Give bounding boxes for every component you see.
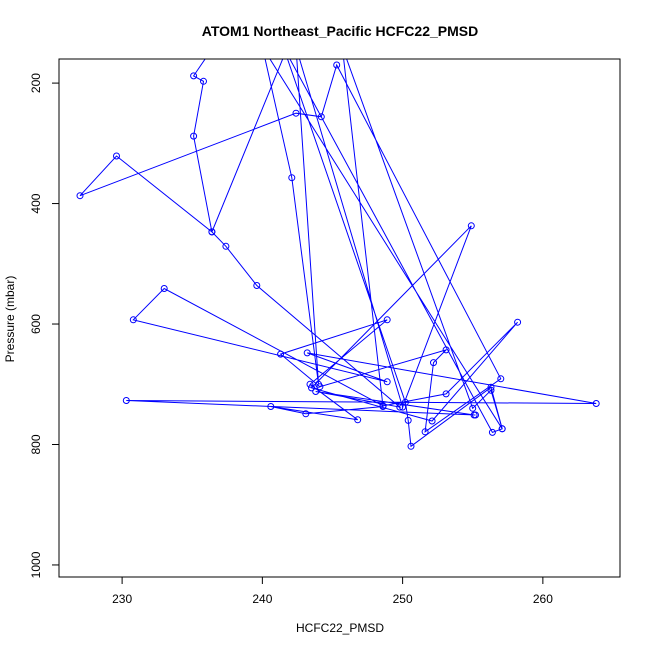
- y-axis-label: Pressure (mbar): [3, 276, 17, 363]
- data-point: [470, 411, 478, 419]
- y-axis: 200 400 600 800 1000: [29, 73, 59, 578]
- data-point: [302, 410, 310, 418]
- data-point: [428, 417, 436, 425]
- x-tick-label: 230: [112, 592, 132, 606]
- data-point: [308, 384, 315, 392]
- data-point: [421, 428, 429, 436]
- data-point: [292, 109, 300, 117]
- data-point: [396, 403, 404, 411]
- data-point: [430, 359, 437, 367]
- data-point: [237, 44, 243, 50]
- data-point: [277, 350, 285, 358]
- x-tick-label: 250: [393, 592, 413, 606]
- data-point: [208, 228, 216, 236]
- data-point: [315, 380, 322, 388]
- data-point: [122, 397, 130, 404]
- data-point: [407, 442, 415, 450]
- data-point: [514, 318, 522, 326]
- data-point: [190, 132, 198, 140]
- data-point: [431, 44, 437, 50]
- data-point: [285, 44, 291, 50]
- data-point: [210, 44, 216, 50]
- data-point: [404, 416, 412, 424]
- data-point: [488, 428, 496, 436]
- data-point: [442, 346, 450, 354]
- data-point: [383, 316, 391, 324]
- data-point: [253, 282, 261, 289]
- x-tick-label: 260: [533, 592, 553, 606]
- data-point: [498, 425, 506, 433]
- data-point: [113, 152, 120, 160]
- y-tick-label: 1000: [29, 551, 43, 578]
- y-tick-label: 600: [29, 314, 43, 334]
- data-point: [129, 316, 137, 324]
- data-point: [200, 77, 207, 85]
- data-point: [293, 44, 299, 50]
- data-point: [399, 403, 407, 411]
- data-point: [354, 416, 362, 424]
- data-point: [312, 388, 320, 395]
- data-point: [442, 390, 450, 398]
- data-point: [339, 44, 345, 50]
- series-line: [79, 59, 597, 448]
- x-tick-label: 240: [252, 592, 272, 606]
- x-axis-label: HCFC22_PMSD: [296, 621, 384, 635]
- y-tick-label: 400: [29, 193, 43, 213]
- data-point: [280, 44, 286, 50]
- data-point: [303, 349, 311, 357]
- data-point: [306, 380, 314, 388]
- data-point: [222, 242, 230, 250]
- data-point: [379, 402, 387, 410]
- plot-frame: [58, 58, 621, 578]
- data-point: [469, 404, 477, 412]
- data-point: [592, 400, 600, 407]
- y-tick-label: 200: [29, 73, 43, 93]
- data-point: [190, 72, 198, 80]
- data-point: [76, 192, 84, 200]
- y-tick-label: 800: [29, 434, 43, 454]
- data-point: [487, 383, 495, 391]
- data-point: [435, 44, 441, 50]
- data-point: [259, 44, 265, 50]
- data-point: [428, 44, 434, 50]
- data-point: [317, 113, 325, 121]
- data-point: [288, 174, 296, 182]
- data-point: [267, 403, 275, 410]
- data-point: [467, 222, 475, 230]
- chart-title: ATOM1 Northeast_Pacific HCFC22_PMSD: [202, 23, 478, 39]
- data-point: [497, 375, 505, 383]
- data-point: [487, 386, 495, 394]
- data-point: [333, 61, 341, 69]
- data-point: [160, 285, 168, 292]
- data-point: [383, 378, 391, 386]
- x-axis: 230 240 250 260: [112, 577, 553, 606]
- plot-area: [76, 44, 600, 450]
